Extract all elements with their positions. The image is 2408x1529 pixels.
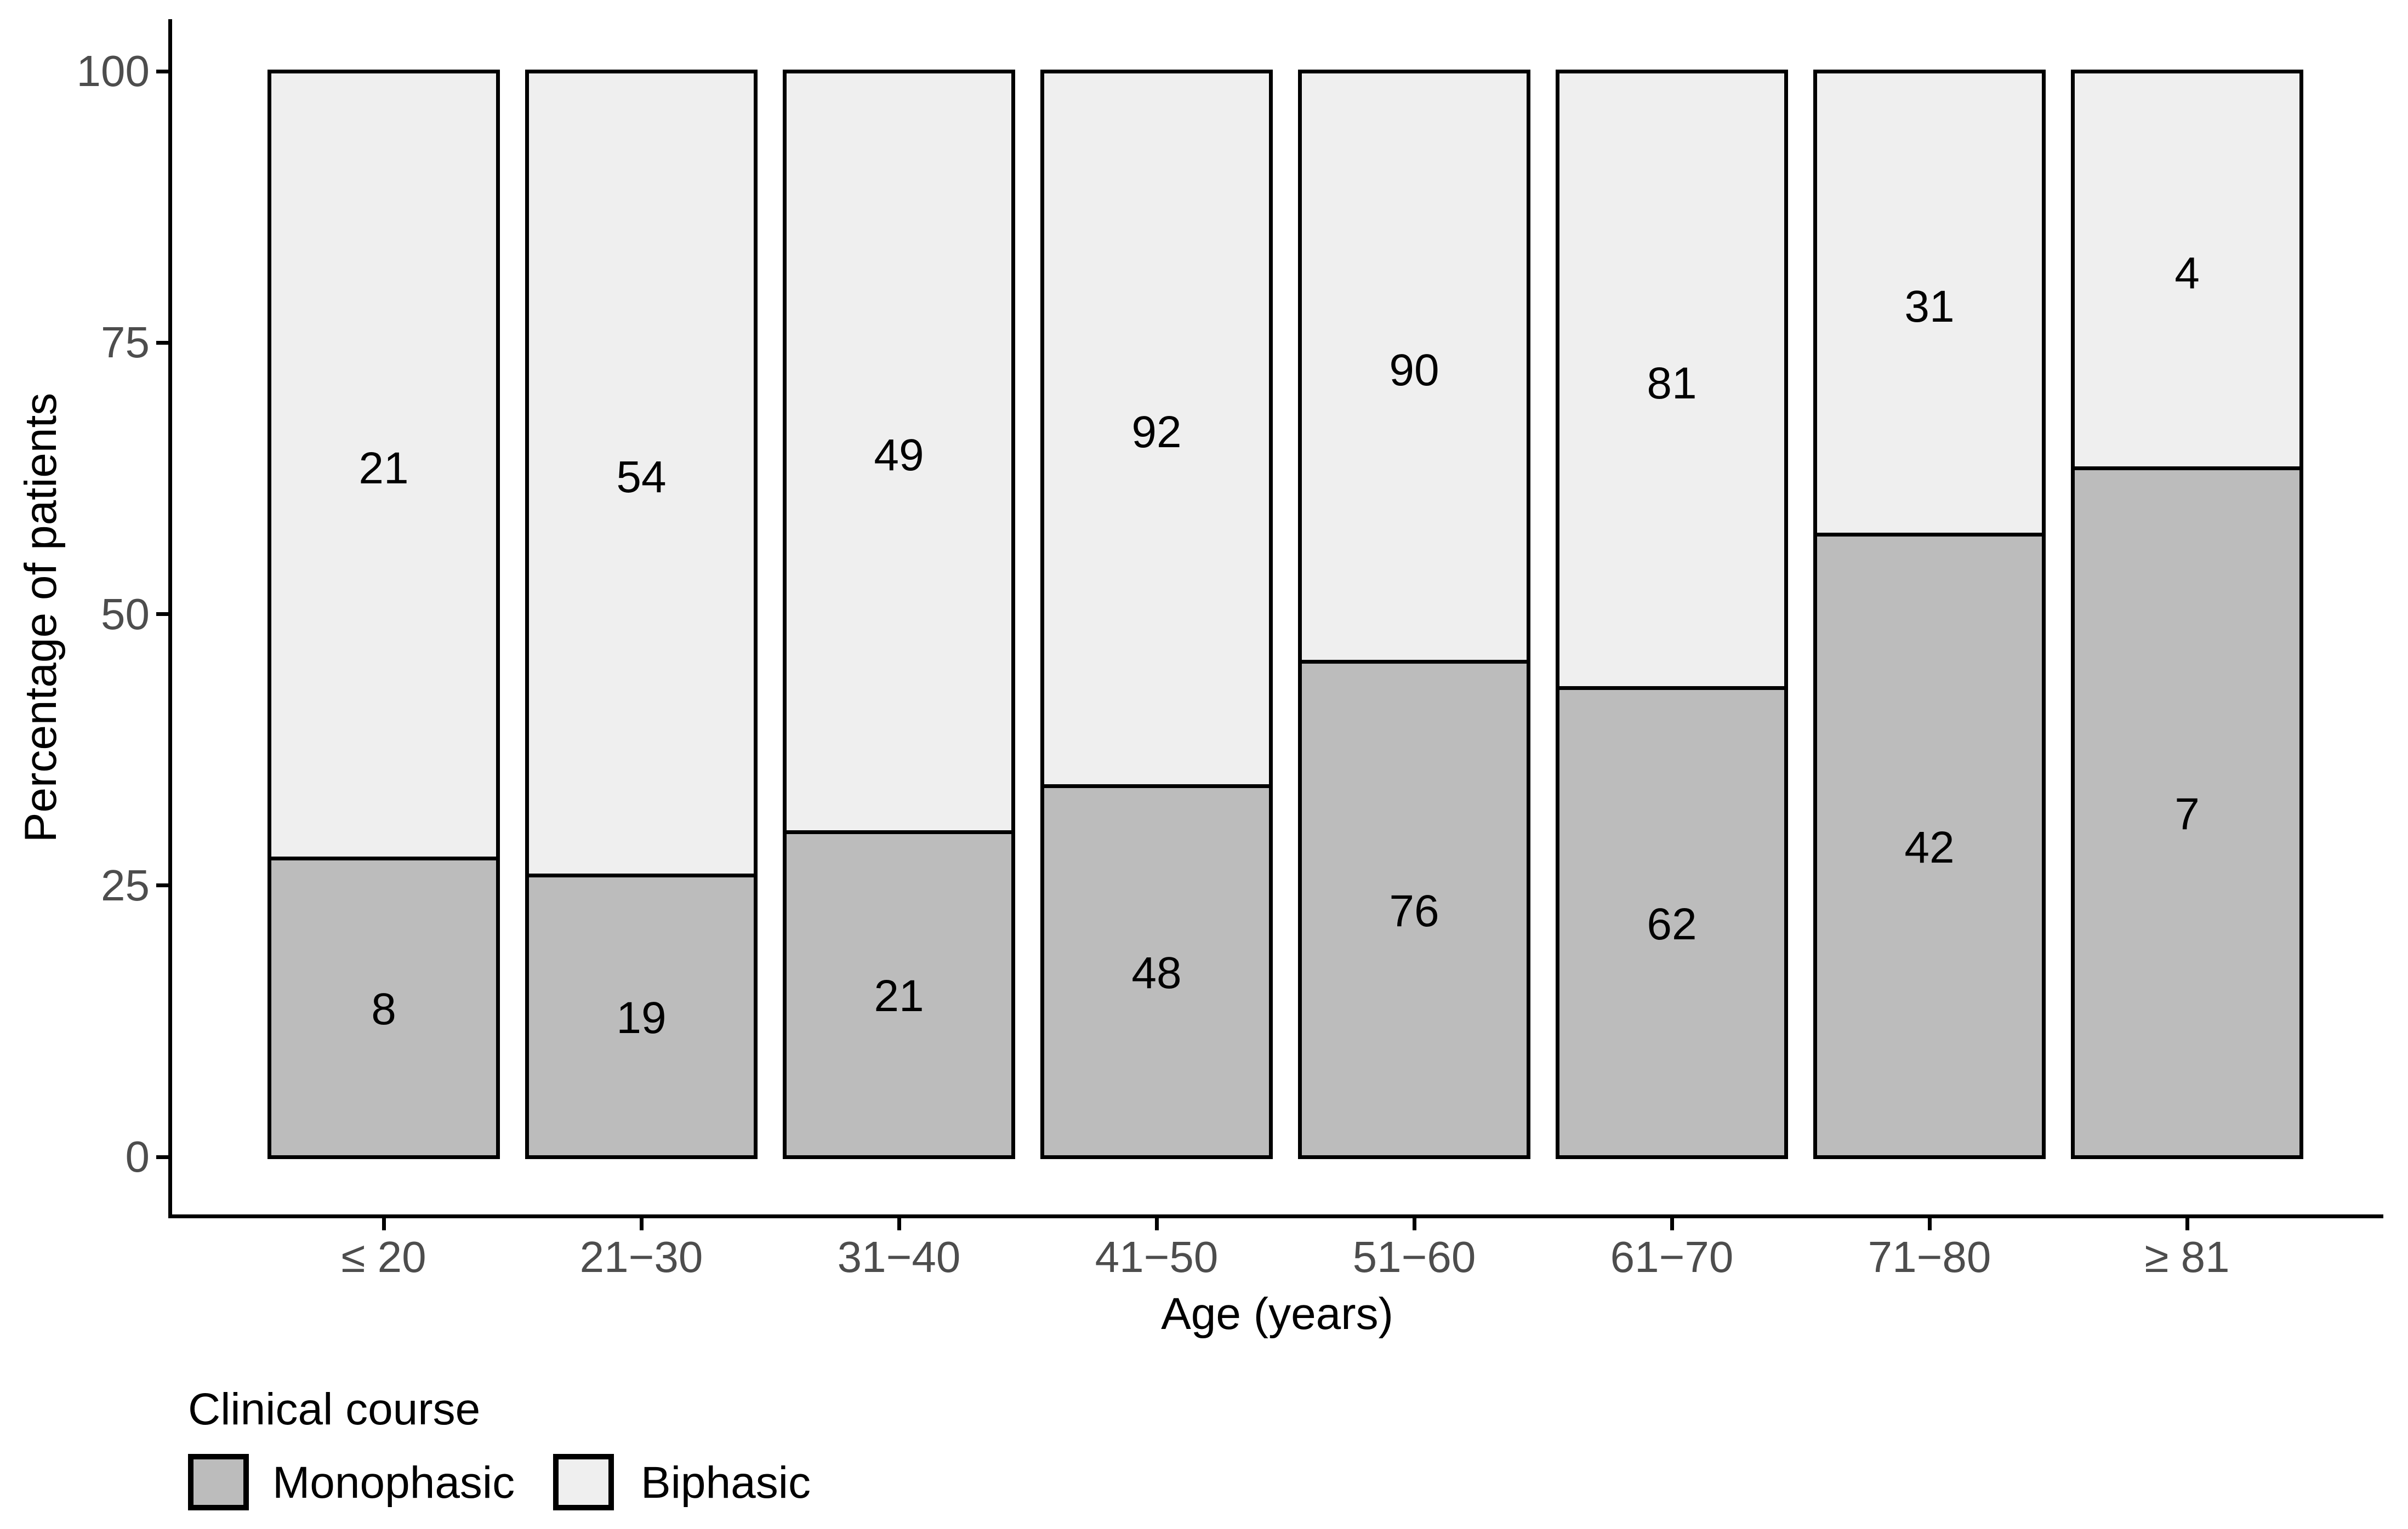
bar-segment-biphasic [1817,73,2042,533]
x-tick-mark [639,1218,644,1230]
x-tick-label: 71−80 [1868,1233,1991,1281]
bar-segment-biphasic [1302,73,1527,660]
bar-value-label-biphasic: 81 [1647,358,1697,408]
bar-segment-monophasic [271,856,496,1155]
bar-segment-biphasic [529,73,754,874]
bar-4: 90 76 [1298,69,1530,1159]
bar-value-label-biphasic: 21 [358,443,409,494]
x-tick-label: 51−60 [1352,1233,1476,1281]
x-tick-mark [1412,1218,1416,1230]
y-axis-line [168,19,172,1218]
bar-value-label-biphasic: 49 [874,430,924,481]
x-axis-line [168,1214,2383,1218]
bar-segment-biphasic [787,73,1011,831]
bar-0: 21 8 [267,69,500,1159]
bar-3: 92 48 [1040,69,1273,1159]
y-tick-label: 100 [76,47,150,95]
legend-label-biphasic: Biphasic [641,1458,811,1508]
y-tick-mark [156,69,168,73]
bar-2: 49 21 [783,69,1015,1159]
legend-swatch-biphasic [553,1454,614,1510]
bar-segment-biphasic [2075,73,2299,467]
bar-segment-monophasic [787,830,1011,1155]
x-tick-mark [1927,1218,1932,1230]
x-tick-mark [1670,1218,1674,1230]
legend-label-monophasic: Monophasic [272,1458,515,1508]
bar-value-label-biphasic: 4 [2174,248,2200,299]
bar-segment-monophasic [1559,686,1784,1155]
x-tick-label: 21−30 [579,1233,703,1281]
x-tick-mark [1154,1218,1159,1230]
bar-segment-monophasic [2075,466,2299,1155]
x-tick-label: 61−70 [1610,1233,1734,1281]
bar-value-label-biphasic: 92 [1131,407,1182,458]
bar-value-label-monophasic: 42 [1904,822,1955,872]
x-tick-label: 31−40 [837,1233,961,1281]
bar-segment-monophasic [1817,532,2042,1155]
bar-1: 54 19 [525,69,758,1159]
x-tick-mark [2185,1218,2189,1230]
legend-title: Clinical course [188,1384,481,1434]
bar-6: 31 42 [1813,69,2046,1159]
y-tick-label: 0 [125,1132,150,1181]
x-tick-mark [382,1218,386,1230]
bar-segment-biphasic [271,73,496,857]
bar-value-label-monophasic: 48 [1131,948,1182,999]
bar-value-label-monophasic: 7 [2174,789,2200,840]
bar-value-label-monophasic: 8 [371,984,396,1035]
y-tick-label: 25 [101,860,150,910]
y-tick-mark [156,883,168,888]
bar-value-label-biphasic: 54 [616,452,667,502]
y-tick-label: 50 [101,589,150,638]
bar-segment-biphasic [1044,73,1269,784]
y-tick-mark [156,340,168,345]
bar-value-label-monophasic: 19 [616,992,667,1043]
bar-value-label-biphasic: 90 [1389,345,1439,395]
x-tick-label: 41−50 [1095,1233,1219,1281]
bar-value-label-monophasic: 62 [1647,899,1697,949]
bar-segment-monophasic [1302,659,1527,1155]
legend-swatch-monophasic [188,1454,249,1510]
y-tick-label: 75 [101,318,150,367]
y-tick-mark [156,612,168,616]
x-tick-label: ≥ 81 [2144,1233,2230,1281]
x-tick-mark [897,1218,901,1230]
bar-segment-biphasic [1559,73,1784,686]
x-tick-label: ≤ 20 [341,1233,426,1281]
bar-value-label-biphasic: 31 [1904,281,1955,332]
bar-segment-monophasic [1044,784,1269,1155]
y-tick-mark [156,1155,168,1159]
bar-value-label-monophasic: 21 [874,971,924,1022]
bar-segment-monophasic [529,873,754,1155]
bar-value-label-monophasic: 76 [1389,886,1439,936]
y-axis-title: Percentage of patients [16,392,66,843]
bar-5: 81 62 [1556,69,1788,1159]
x-axis-title: Age (years) [1161,1289,1393,1339]
